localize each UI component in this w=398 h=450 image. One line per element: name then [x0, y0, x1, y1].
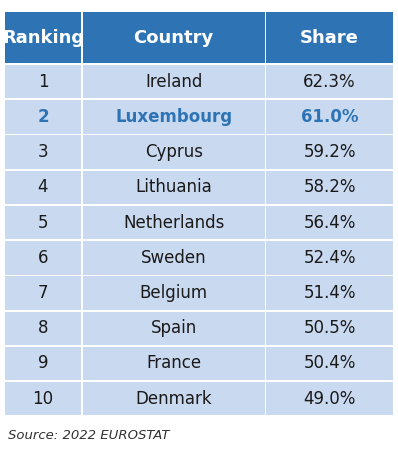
Text: 8: 8	[38, 319, 48, 337]
FancyBboxPatch shape	[83, 241, 265, 274]
FancyBboxPatch shape	[5, 241, 81, 274]
FancyBboxPatch shape	[5, 347, 81, 380]
Text: 49.0%: 49.0%	[304, 390, 356, 408]
FancyBboxPatch shape	[266, 311, 393, 345]
Text: 50.4%: 50.4%	[304, 355, 356, 373]
Text: 58.2%: 58.2%	[303, 178, 356, 196]
Text: Ireland: Ireland	[145, 73, 202, 91]
Text: 10: 10	[32, 390, 54, 408]
Text: Luxembourg: Luxembourg	[115, 108, 232, 126]
Text: 51.4%: 51.4%	[303, 284, 356, 302]
Text: Country: Country	[133, 29, 214, 47]
FancyBboxPatch shape	[5, 311, 81, 345]
FancyBboxPatch shape	[5, 206, 81, 239]
Text: Source: 2022 EUROSTAT: Source: 2022 EUROSTAT	[8, 429, 170, 442]
FancyBboxPatch shape	[266, 241, 393, 274]
FancyBboxPatch shape	[266, 135, 393, 169]
FancyBboxPatch shape	[5, 100, 81, 134]
Text: Lithuania: Lithuania	[135, 178, 212, 196]
Text: 9: 9	[38, 355, 48, 373]
Text: Ranking: Ranking	[2, 29, 84, 47]
Text: Share: Share	[300, 29, 359, 47]
Text: 52.4%: 52.4%	[303, 249, 356, 267]
Text: 4: 4	[38, 178, 48, 196]
FancyBboxPatch shape	[83, 65, 265, 99]
Text: 3: 3	[38, 143, 48, 161]
FancyBboxPatch shape	[5, 171, 81, 204]
FancyBboxPatch shape	[266, 171, 393, 204]
Text: 50.5%: 50.5%	[304, 319, 356, 337]
FancyBboxPatch shape	[5, 65, 81, 99]
Text: France: France	[146, 355, 201, 373]
Text: 6: 6	[38, 249, 48, 267]
Text: 62.3%: 62.3%	[303, 73, 356, 91]
Text: Netherlands: Netherlands	[123, 214, 224, 232]
FancyBboxPatch shape	[266, 12, 393, 63]
FancyBboxPatch shape	[83, 100, 265, 134]
Text: 56.4%: 56.4%	[304, 214, 356, 232]
Text: 1: 1	[38, 73, 48, 91]
FancyBboxPatch shape	[83, 276, 265, 310]
FancyBboxPatch shape	[83, 12, 265, 63]
FancyBboxPatch shape	[5, 12, 81, 63]
FancyBboxPatch shape	[5, 135, 81, 169]
Text: Spain: Spain	[150, 319, 197, 337]
FancyBboxPatch shape	[83, 347, 265, 380]
Text: Belgium: Belgium	[140, 284, 208, 302]
Text: Sweden: Sweden	[141, 249, 207, 267]
Text: Denmark: Denmark	[135, 390, 212, 408]
FancyBboxPatch shape	[266, 65, 393, 99]
FancyBboxPatch shape	[266, 382, 393, 415]
Text: 61.0%: 61.0%	[301, 108, 359, 126]
FancyBboxPatch shape	[266, 206, 393, 239]
Text: 5: 5	[38, 214, 48, 232]
Text: 2: 2	[37, 108, 49, 126]
FancyBboxPatch shape	[83, 382, 265, 415]
FancyBboxPatch shape	[83, 135, 265, 169]
FancyBboxPatch shape	[83, 171, 265, 204]
FancyBboxPatch shape	[5, 276, 81, 310]
FancyBboxPatch shape	[5, 382, 81, 415]
Text: 59.2%: 59.2%	[303, 143, 356, 161]
Text: Cyprus: Cyprus	[144, 143, 203, 161]
FancyBboxPatch shape	[266, 100, 393, 134]
FancyBboxPatch shape	[83, 311, 265, 345]
Text: 7: 7	[38, 284, 48, 302]
FancyBboxPatch shape	[83, 206, 265, 239]
FancyBboxPatch shape	[266, 347, 393, 380]
FancyBboxPatch shape	[266, 276, 393, 310]
